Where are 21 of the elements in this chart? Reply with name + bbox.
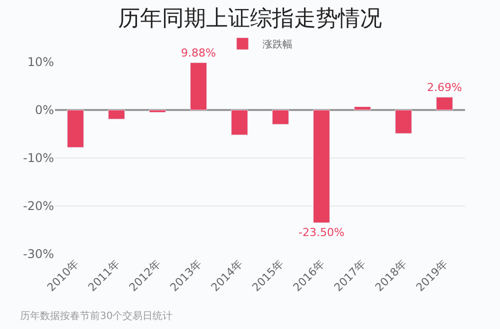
data-label: -23.50% [298, 226, 344, 239]
bar [190, 62, 207, 110]
data-label: 9.88% [181, 46, 216, 60]
bar [108, 110, 125, 120]
bar [67, 110, 84, 148]
bar [231, 110, 248, 136]
chart-title: 历年同期上证综指走势情况 [118, 6, 382, 32]
y-tick-label: 0% [34, 103, 54, 118]
y-tick-label: -30% [22, 247, 54, 262]
bar [436, 96, 453, 110]
bar [354, 106, 371, 110]
data-label: 2.69% [427, 81, 462, 94]
text: 历年数据按春节前30个交易日统计 [20, 310, 173, 322]
bar [149, 110, 166, 113]
legend-label: 涨跌幅 [262, 38, 292, 51]
bar [313, 110, 330, 224]
y-tick-label: -20% [22, 199, 54, 214]
bar [272, 110, 289, 125]
y-tick-label: 10% [27, 55, 54, 70]
bar [395, 110, 412, 134]
y-tick-label: -10% [22, 151, 54, 166]
